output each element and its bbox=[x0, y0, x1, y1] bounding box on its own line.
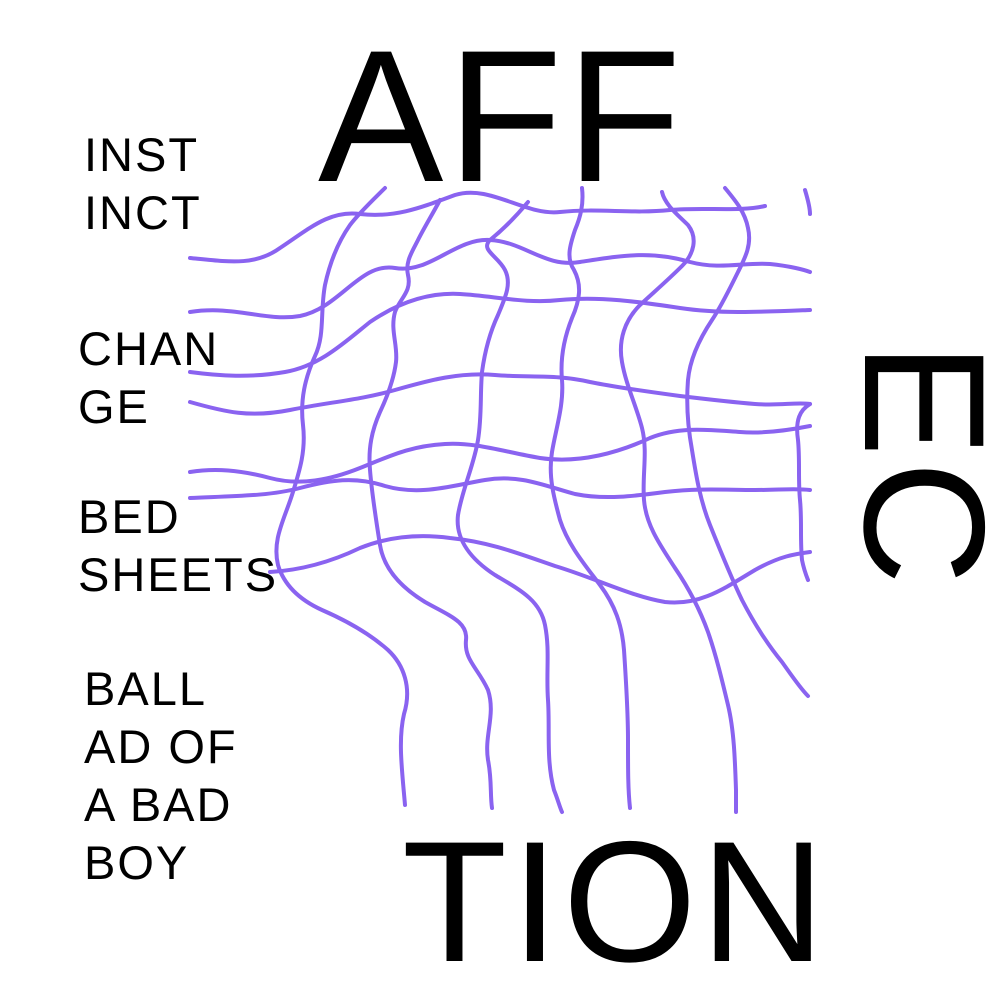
mesh-line bbox=[188, 424, 812, 484]
mesh-line bbox=[795, 402, 812, 582]
mesh-line bbox=[455, 200, 564, 814]
mesh-line bbox=[268, 534, 812, 605]
mesh-line bbox=[618, 190, 738, 814]
phrase-instinct: INST INCT bbox=[84, 128, 202, 239]
title-ec-vertical: EC bbox=[828, 342, 1000, 589]
mesh-line bbox=[548, 186, 632, 810]
mesh-line bbox=[274, 186, 410, 807]
mesh-line bbox=[188, 237, 812, 320]
mesh-line bbox=[367, 198, 494, 810]
mesh-line bbox=[685, 186, 810, 698]
mesh-line bbox=[803, 188, 812, 216]
title-aff: AFF bbox=[318, 11, 686, 221]
mesh-line bbox=[188, 372, 812, 416]
title-tion: TION bbox=[402, 806, 829, 998]
mesh-line bbox=[188, 476, 812, 500]
phrase-ballad-of-a-bad-boy: BALL AD OF A BAD BOY bbox=[84, 662, 238, 889]
phrase-change: CHAN GE bbox=[78, 322, 220, 433]
phrase-bed-sheets: BED SHEETS bbox=[78, 490, 279, 601]
mesh-line bbox=[188, 291, 812, 378]
